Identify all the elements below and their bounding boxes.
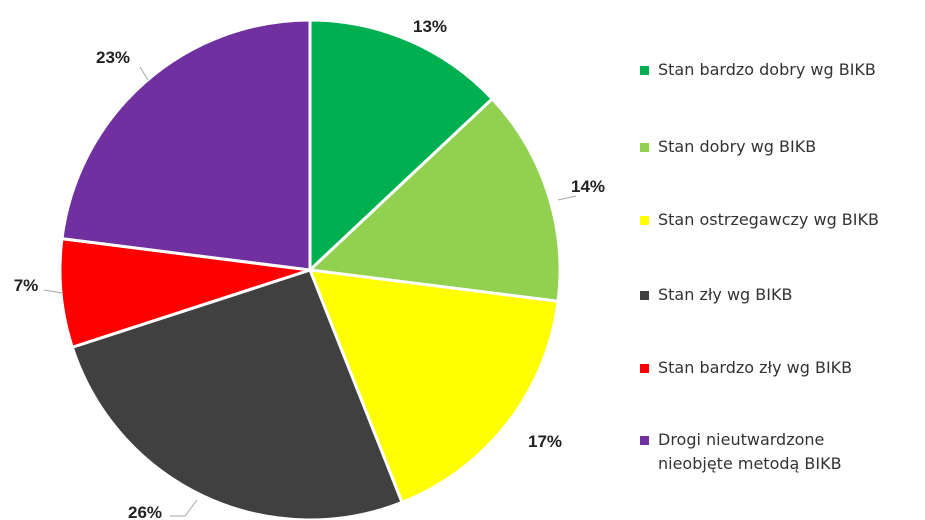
legend-label: Drogi nieutwardzone nieobjęte metodą BIK… bbox=[658, 430, 842, 473]
legend-swatch bbox=[640, 66, 649, 75]
legend-label: Stan ostrzegawczy wg BIKB bbox=[658, 210, 879, 229]
leader-line-drogi-nieutwardzone bbox=[139, 66, 149, 81]
legend-label: Stan bardzo dobry wg BIKB bbox=[658, 60, 876, 79]
legend-item-drogi-nieutwardzone: Drogi nieutwardzone nieobjęte metodą BIK… bbox=[640, 428, 842, 476]
pie-slice-stan-bardzo-dobry bbox=[308, 18, 495, 274]
legend-swatch bbox=[640, 364, 649, 373]
legend-swatch bbox=[640, 291, 649, 300]
pie-slice-stan-ostrzegawczy bbox=[307, 268, 560, 505]
pie-slice-stan-zly bbox=[70, 268, 404, 520]
legend-item-stan-ostrzegawczy: Stan ostrzegawczy wg BIKB bbox=[640, 208, 879, 232]
legend-label: Stan bardzo zły wg BIKB bbox=[658, 358, 853, 377]
data-labels: 13% 14% 17% 26% 7% 23% bbox=[14, 17, 605, 520]
data-label-stan-dobry: 14% bbox=[571, 177, 605, 196]
legend-label: Stan dobry wg BIKB bbox=[658, 137, 817, 156]
pie-slice-stan-dobry bbox=[306, 96, 562, 304]
legend-item-stan-dobry: Stan dobry wg BIKB bbox=[640, 135, 816, 159]
leader-line-stan-bardzo-zly bbox=[43, 289, 63, 294]
legend-swatch bbox=[640, 143, 649, 152]
data-label-stan-ostrzegawczy: 17% bbox=[528, 432, 562, 451]
pie-slices bbox=[58, 18, 562, 520]
leader-line-stan-zly bbox=[170, 499, 198, 517]
data-label-stan-zly: 26% bbox=[128, 503, 162, 520]
data-label-stan-bardzo-zly: 7% bbox=[14, 276, 39, 295]
legend-item-stan-bardzo-dobry: Stan bardzo dobry wg BIKB bbox=[640, 58, 876, 82]
leader-line-stan-dobry bbox=[557, 195, 577, 201]
legend-swatch bbox=[640, 216, 649, 225]
data-label-stan-bardzo-dobry: 13% bbox=[413, 17, 447, 36]
legend-label: Stan zły wg BIKB bbox=[658, 285, 793, 304]
pie-slice-stan-bardzo-zly bbox=[58, 236, 311, 350]
data-label-drogi-nieutwardzone: 23% bbox=[96, 48, 130, 67]
legend-swatch bbox=[640, 436, 649, 445]
label-leader-lines bbox=[43, 66, 577, 517]
pie-slice-drogi-nieutwardzone bbox=[60, 18, 312, 272]
legend-item-stan-bardzo-zly: Stan bardzo zły wg BIKB bbox=[640, 356, 852, 380]
legend-item-stan-zly: Stan zły wg BIKB bbox=[640, 283, 792, 307]
